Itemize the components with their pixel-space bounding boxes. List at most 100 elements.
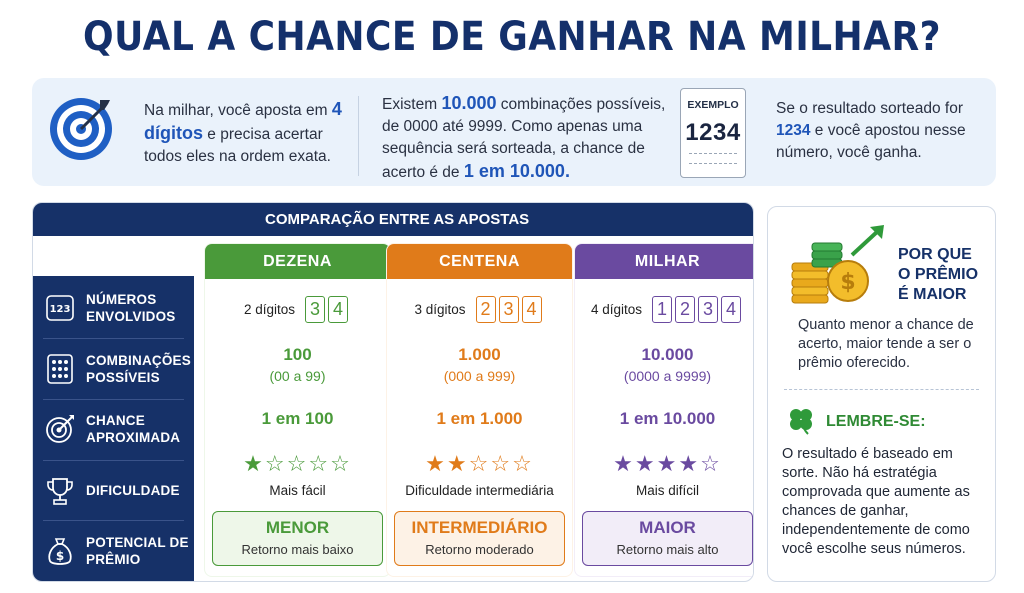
ticket-dashed-line: [689, 153, 737, 154]
star-filled-icon: ★: [613, 451, 635, 476]
star-empty-icon: ☆: [264, 451, 287, 476]
prize-box: INTERMEDIÁRIO Retorno moderado: [394, 511, 565, 566]
row-label-chance: CHANCE APROXIMADA: [33, 400, 194, 457]
difficulty-stars: ★★★★☆: [575, 451, 753, 476]
intro-example-text: Se o resultado sorteado for 1234 e você …: [776, 100, 966, 161]
star-filled-icon: ★: [656, 451, 679, 476]
numbers-123-icon: 123: [45, 293, 75, 323]
side-divider: [784, 389, 979, 390]
star-empty-icon: ☆: [700, 451, 722, 476]
row-labels: 123 NÚMEROS ENVOLVIDOS COMBINAÇÕES POSSÍVE…: [33, 276, 194, 581]
star-empty-icon: ☆: [468, 451, 491, 476]
chance-value: 1 em 10.000: [619, 409, 716, 428]
column-dezena: DEZENA 2 dígitos 3 4 100 (00 a 99) 1 em 100 ★☆☆…: [204, 243, 391, 577]
comparison-header: COMPARAÇÃO ENTRE AS APOSTAS: [33, 203, 753, 236]
star-empty-icon: ☆: [308, 451, 331, 476]
combinations-value: 10.000: [641, 345, 694, 364]
intro-bet-explanation: Na milhar, você aposta em 4 dígitos e pr…: [144, 99, 342, 165]
row-divider: [43, 338, 184, 339]
combinations-cell: 1.000 (000 a 999): [387, 344, 572, 386]
combinations-range: (0000 a 9999): [623, 368, 712, 384]
prize-subtext: Retorno mais alto: [616, 542, 719, 557]
digit-box: 4: [521, 295, 542, 323]
prize-box: MENOR Retorno mais baixo: [212, 511, 383, 566]
digit-box: 2: [675, 295, 696, 323]
row-label-prize: $ POTENCIAL DE PRÊMIO: [33, 522, 194, 579]
svg-text:$: $: [56, 549, 64, 563]
prize-subtext: Retorno moderado: [425, 542, 534, 557]
coin-stack-icon: $: [791, 225, 884, 304]
intro-divider: [358, 96, 359, 176]
star-filled-icon: ★: [243, 451, 265, 476]
difficulty-stars: ★☆☆☆☆: [205, 452, 390, 476]
column-header: MILHAR: [575, 244, 753, 279]
digit-box: 1: [652, 295, 673, 323]
prize-box: MAIOR Retorno mais alto: [582, 511, 753, 566]
remember-title: LEMBRE-SE:: [826, 413, 926, 430]
prize-value: INTERMEDIÁRIO: [411, 518, 548, 537]
star-empty-icon: ☆: [512, 451, 534, 476]
svg-text:$: $: [840, 270, 855, 295]
digit-box: 3: [698, 295, 719, 323]
digits-label: 3 dígitos: [414, 301, 466, 317]
chance-value: 1 em 1.000: [436, 409, 523, 428]
star-empty-icon: ☆: [490, 451, 513, 476]
row-divider: [43, 460, 184, 461]
digits-cell: 2 dígitos 3 4: [205, 279, 390, 339]
intro-banner: Na milhar, você aposta em 4 dígitos e pr…: [32, 78, 996, 186]
row-divider: [43, 399, 184, 400]
ticket-number: 1234: [685, 119, 741, 146]
combinations-value: 1.000: [458, 345, 501, 364]
ticket-dashed-line: [689, 163, 737, 164]
difficulty-stars: ★★☆☆☆: [387, 452, 572, 476]
digits-cell: 3 dígitos 2 3 4: [387, 279, 572, 339]
why-text: Quanto menor a chance de acerto, maior t…: [798, 317, 974, 371]
difficulty-label: Dificuldade intermediária: [405, 483, 554, 498]
row-label-difficulty: DIFICULDADE: [33, 462, 194, 519]
combinations-value: 100: [283, 345, 312, 364]
remember-text: O resultado é baseado em sorte. Não há e…: [782, 446, 970, 557]
column-header: DEZENA: [205, 244, 390, 279]
column-milhar: MILHAR 4 dígitos 1 2 3 4 10.000 (0000 a 9999) 1 …: [574, 243, 753, 577]
prize-value: MENOR: [265, 518, 330, 537]
example-ticket: EXEMPLO 1234: [680, 88, 746, 178]
difficulty-label: Mais fácil: [269, 483, 326, 498]
star-filled-icon: ★: [634, 451, 657, 476]
digit-box: 4: [328, 295, 349, 323]
chance-value: 1 em 100: [261, 409, 334, 428]
row-label-combinations: COMBINAÇÕES POSSÍVEIS: [33, 340, 194, 397]
star-filled-icon: ★: [446, 451, 469, 476]
comparison-panel: COMPARAÇÃO ENTRE AS APOSTAS 123 NÚMEROS E…: [32, 202, 754, 582]
grid-dots-icon: [45, 353, 75, 384]
digits-label: 4 dígitos: [590, 301, 643, 317]
digits-cell: 4 dígitos 1 2 3 4: [575, 279, 753, 339]
star-empty-icon: ☆: [330, 451, 352, 476]
star-empty-icon: ☆: [286, 451, 309, 476]
side-panel: $ POR QUE O PRÊMIO É MAIOR Quanto menor a …: [767, 206, 996, 582]
intro-odds-explanation: Existem 10.000 combinações possíveis, de…: [382, 93, 666, 181]
digit-box: 2: [475, 295, 496, 323]
column-centena: CENTENA 3 dígitos 2 3 4 1.000 (000 a 999) 1 em …: [386, 243, 573, 577]
digit-box: 4: [721, 295, 742, 323]
combinations-cell: 10.000 (0000 a 9999): [575, 344, 753, 386]
row-divider: [43, 520, 184, 521]
why-title: POR QUE O PRÊMIO É MAIOR: [898, 246, 979, 303]
combinations-range: (00 a 99): [269, 368, 326, 384]
svg-text:123: 123: [50, 304, 71, 315]
column-header: CENTENA: [387, 244, 572, 279]
ticket-label: EXEMPLO: [687, 99, 739, 111]
target-arrow-icon: [50, 98, 112, 160]
star-filled-icon: ★: [425, 451, 447, 476]
prize-subtext: Retorno mais baixo: [241, 542, 354, 557]
target-icon: [45, 414, 75, 444]
clover-icon: [790, 409, 812, 435]
digit-box: 3: [305, 295, 326, 323]
digit-box: 3: [498, 295, 519, 323]
digits-label: 2 dígitos: [243, 301, 296, 317]
money-bag-icon: $: [45, 536, 75, 566]
combinations-cell: 100 (00 a 99): [205, 344, 390, 386]
row-label-numbers: 123 NÚMEROS ENVOLVIDOS: [33, 279, 194, 336]
combinations-range: (000 a 999): [443, 368, 516, 384]
trophy-icon: [45, 476, 75, 506]
page-title: QUAL A CHANCE DE GANHAR NA MILHAR?: [83, 14, 941, 60]
